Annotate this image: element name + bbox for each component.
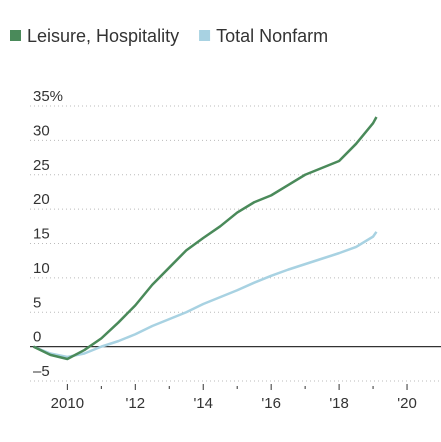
y-tick-label: 35%: [33, 88, 63, 105]
y-tick-label: 0: [33, 329, 41, 346]
legend-swatch: [199, 30, 211, 41]
x-tick-label: '16: [261, 395, 281, 412]
y-tick-label: 20: [33, 191, 50, 208]
y-tick-label: 5: [33, 294, 41, 311]
x-tick-label: 2010: [51, 395, 84, 412]
x-tick-label: '14: [193, 395, 213, 412]
series-line: [32, 116, 378, 361]
y-tick-label: 25: [33, 157, 50, 174]
x-tick-label: '20: [397, 395, 417, 412]
x-tick-label: '18: [329, 395, 349, 412]
legend-label: Leisure, Hospitality: [27, 26, 179, 46]
y-tick-label: 10: [33, 260, 50, 277]
y-tick-label: –5: [33, 363, 50, 380]
x-tick-label: '12: [126, 395, 146, 412]
series-line: [32, 231, 378, 359]
y-tick-label: 30: [33, 122, 50, 139]
y-tick-label: 15: [33, 226, 50, 243]
legend-label: Total Nonfarm: [216, 26, 328, 46]
legend-swatch: [10, 30, 21, 41]
